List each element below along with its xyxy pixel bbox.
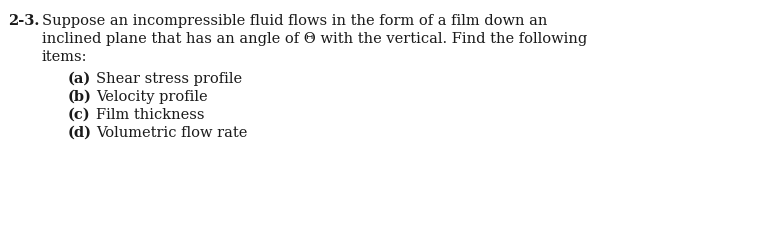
Text: 2-3.: 2-3.	[8, 14, 39, 28]
Text: (c): (c)	[68, 108, 91, 122]
Text: (d): (d)	[68, 125, 92, 139]
Text: inclined plane that has an angle of Θ with the vertical. Find the following: inclined plane that has an angle of Θ wi…	[42, 32, 587, 46]
Text: (b): (b)	[68, 90, 92, 103]
Text: Shear stress profile: Shear stress profile	[96, 72, 242, 86]
Text: Velocity profile: Velocity profile	[96, 90, 208, 103]
Text: Suppose an incompressible fluid flows in the form of a film down an: Suppose an incompressible fluid flows in…	[42, 14, 547, 28]
Text: (a): (a)	[68, 72, 91, 86]
Text: items:: items:	[42, 50, 88, 64]
Text: Film thickness: Film thickness	[96, 108, 205, 122]
Text: Volumetric flow rate: Volumetric flow rate	[96, 125, 248, 139]
